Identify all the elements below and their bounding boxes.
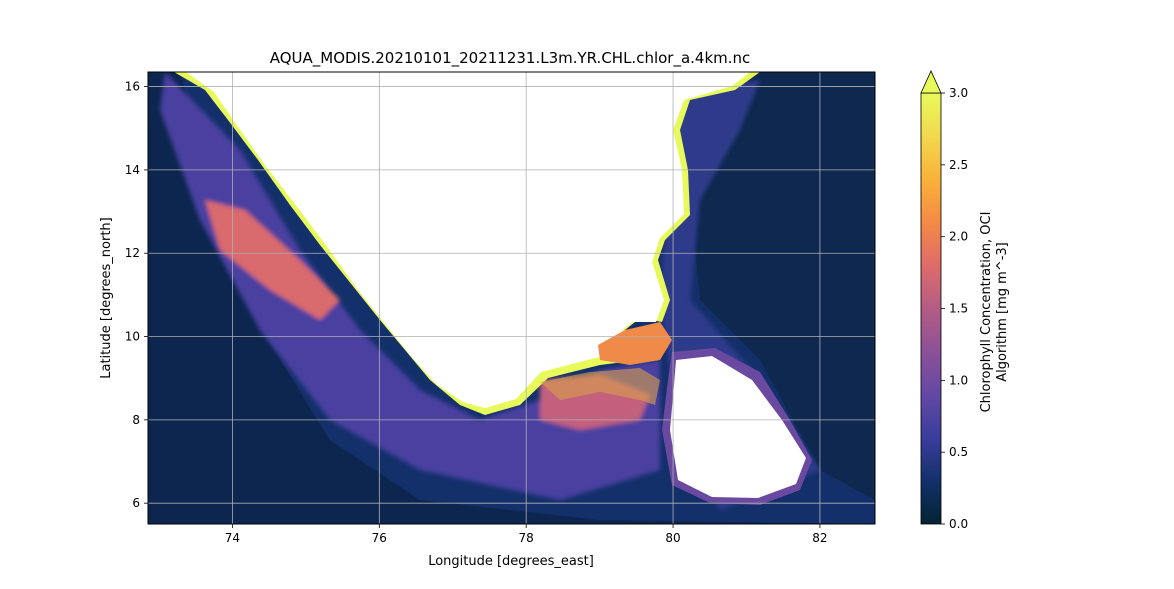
y-tick-label-12: 12: [125, 246, 140, 260]
colorbar-label-line2: Algorithm [mg m^-3]: [995, 242, 1010, 382]
y-tick-label-16: 16: [125, 80, 140, 94]
y-tick-label-10: 10: [125, 330, 140, 344]
x-tick-label-74: 74: [225, 531, 240, 545]
colorbar-tick-label-0.5: 0.5: [949, 445, 968, 459]
colorbar-tick-label-3.0: 3.0: [949, 86, 968, 100]
colorbar-tick-label-1.5: 1.5: [949, 302, 968, 316]
plot-frame: [147, 71, 876, 525]
gulf-of-mannar-bloom: [540, 368, 660, 405]
y-axis-ticks: 6 8 10 12 14 16: [125, 80, 148, 510]
x-axis-ticks: 74 76 78 80 82: [225, 524, 828, 545]
india-land: [186, 72, 750, 408]
x-tick-label-78: 78: [519, 531, 534, 545]
y-tick-label-6: 6: [132, 496, 140, 510]
deep-water-west: [148, 72, 875, 524]
colorbar-gradient: [920, 92, 942, 525]
y-axis-label: Latitude [degrees_north]: [99, 217, 114, 378]
grid-lines: [148, 72, 875, 524]
y-tick-label-14: 14: [125, 163, 140, 177]
colorbar-tick-label-2.5: 2.5: [949, 158, 968, 172]
palk-strait-bloom: [598, 322, 672, 365]
sri-lanka-land: [670, 356, 806, 498]
land-layer: [174, 72, 812, 505]
x-tick-label-82: 82: [812, 531, 827, 545]
x-axis-label: Longitude [degrees_east]: [428, 554, 594, 569]
colorbar-tick-label-2.0: 2.0: [949, 230, 968, 244]
deep-water-east: [690, 72, 875, 500]
colorbar-tick-label-1.0: 1.0: [949, 373, 968, 387]
orange-patches: [205, 200, 340, 320]
colorbar-extend-triangle: [920, 70, 942, 94]
colorbar-tick-label-0.0: 0.0: [949, 517, 968, 531]
colorbar: 0.0 0.5 1.0 1.5 2.0 2.5 3.0 Chlorophyll Concen…: [920, 70, 1010, 531]
shelf-band-west: [160, 72, 660, 500]
x-tick-label-80: 80: [665, 531, 680, 545]
colorbar-label-line1: Chlorophyll Concentration, OCI: [979, 212, 994, 413]
chart-title: AQUA_MODIS.20210101_20211231.L3m.YR.CHL.…: [270, 49, 751, 68]
colorbar-ticks: 0.0 0.5 1.0 1.5 2.0 2.5 3.0: [941, 86, 968, 531]
y-tick-label-8: 8: [132, 413, 140, 427]
x-tick-label-76: 76: [372, 531, 387, 545]
